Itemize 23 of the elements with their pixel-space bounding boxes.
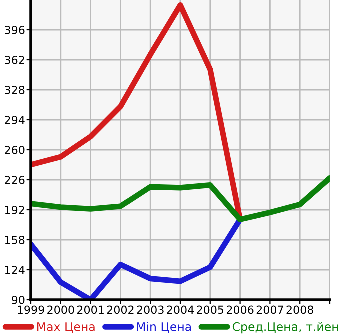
y-tick-label: 124 bbox=[5, 266, 25, 274]
legend-label: Сред.Цена, т.йен bbox=[232, 322, 338, 334]
y-tick-label: 362 bbox=[5, 56, 24, 64]
y-tick-label: 396 bbox=[5, 26, 25, 34]
x-tick-label: 2005 bbox=[197, 306, 224, 314]
x-tick-label: 2004 bbox=[167, 306, 194, 314]
legend-label: Min Цена bbox=[137, 322, 192, 334]
x-tick-label: 2003 bbox=[137, 306, 164, 314]
legend-label: Max Цена bbox=[38, 322, 95, 334]
x-tick-label: 2000 bbox=[48, 306, 74, 314]
y-tick-label: 260 bbox=[5, 146, 25, 154]
y-tick-label: 328 bbox=[5, 86, 25, 94]
x-tick-label: 2006 bbox=[226, 306, 254, 314]
x-tick-label: 2001 bbox=[77, 306, 104, 314]
x-tick-label: 1999 bbox=[18, 306, 44, 314]
y-tick-label: 90 bbox=[12, 296, 25, 304]
x-tick-label: 2007 bbox=[256, 306, 284, 314]
y-tick-label: 294 bbox=[5, 116, 25, 124]
x-tick-label: 2008 bbox=[286, 306, 314, 314]
y-tick-label: 226 bbox=[5, 176, 25, 184]
x-tick-label: 2002 bbox=[107, 306, 134, 314]
y-tick-label: 158 bbox=[5, 236, 25, 244]
y-tick-label: 192 bbox=[5, 206, 24, 214]
